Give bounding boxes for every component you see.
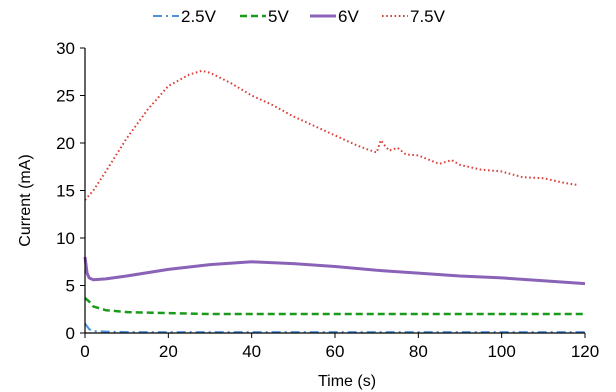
legend-label: 2.5V — [181, 7, 217, 26]
series-line-2-5v — [84, 322, 585, 334]
y-tick-label: 20 — [56, 134, 75, 153]
y-axis-ticks: 0 5 10 15 20 25 30 — [56, 39, 85, 343]
axes — [84, 48, 585, 334]
x-tick-label: 40 — [242, 342, 261, 361]
series-layer — [83, 69, 586, 334]
y-tick-label: 0 — [66, 324, 75, 343]
y-tick-label: 10 — [56, 229, 75, 248]
x-tick-label: 60 — [326, 342, 345, 361]
y-tick-label: 5 — [66, 277, 75, 296]
y-tick-label: 25 — [56, 87, 75, 106]
x-axis-ticks: 0 20 40 60 80 100 120 — [80, 333, 599, 361]
legend-label: 6V — [338, 7, 359, 26]
legend-label: 7.5V — [410, 7, 446, 26]
x-tick-label: 120 — [571, 342, 599, 361]
series-line-5v — [84, 296, 585, 316]
x-tick-label: 20 — [159, 342, 178, 361]
series-line-7-5v — [84, 69, 577, 201]
y-tick-label: 15 — [56, 182, 75, 201]
x-axis-title: Time (s) — [318, 373, 376, 390]
legend: 2.5V 5V 6V 7.5V — [153, 7, 446, 26]
y-tick-label: 30 — [56, 39, 75, 58]
x-tick-label: 100 — [487, 342, 515, 361]
y-axis-title: Current (mA) — [17, 154, 34, 246]
x-tick-label: 0 — [80, 342, 89, 361]
series-line-6v — [83, 256, 586, 286]
x-tick-label: 80 — [409, 342, 428, 361]
legend-label: 5V — [268, 7, 289, 26]
